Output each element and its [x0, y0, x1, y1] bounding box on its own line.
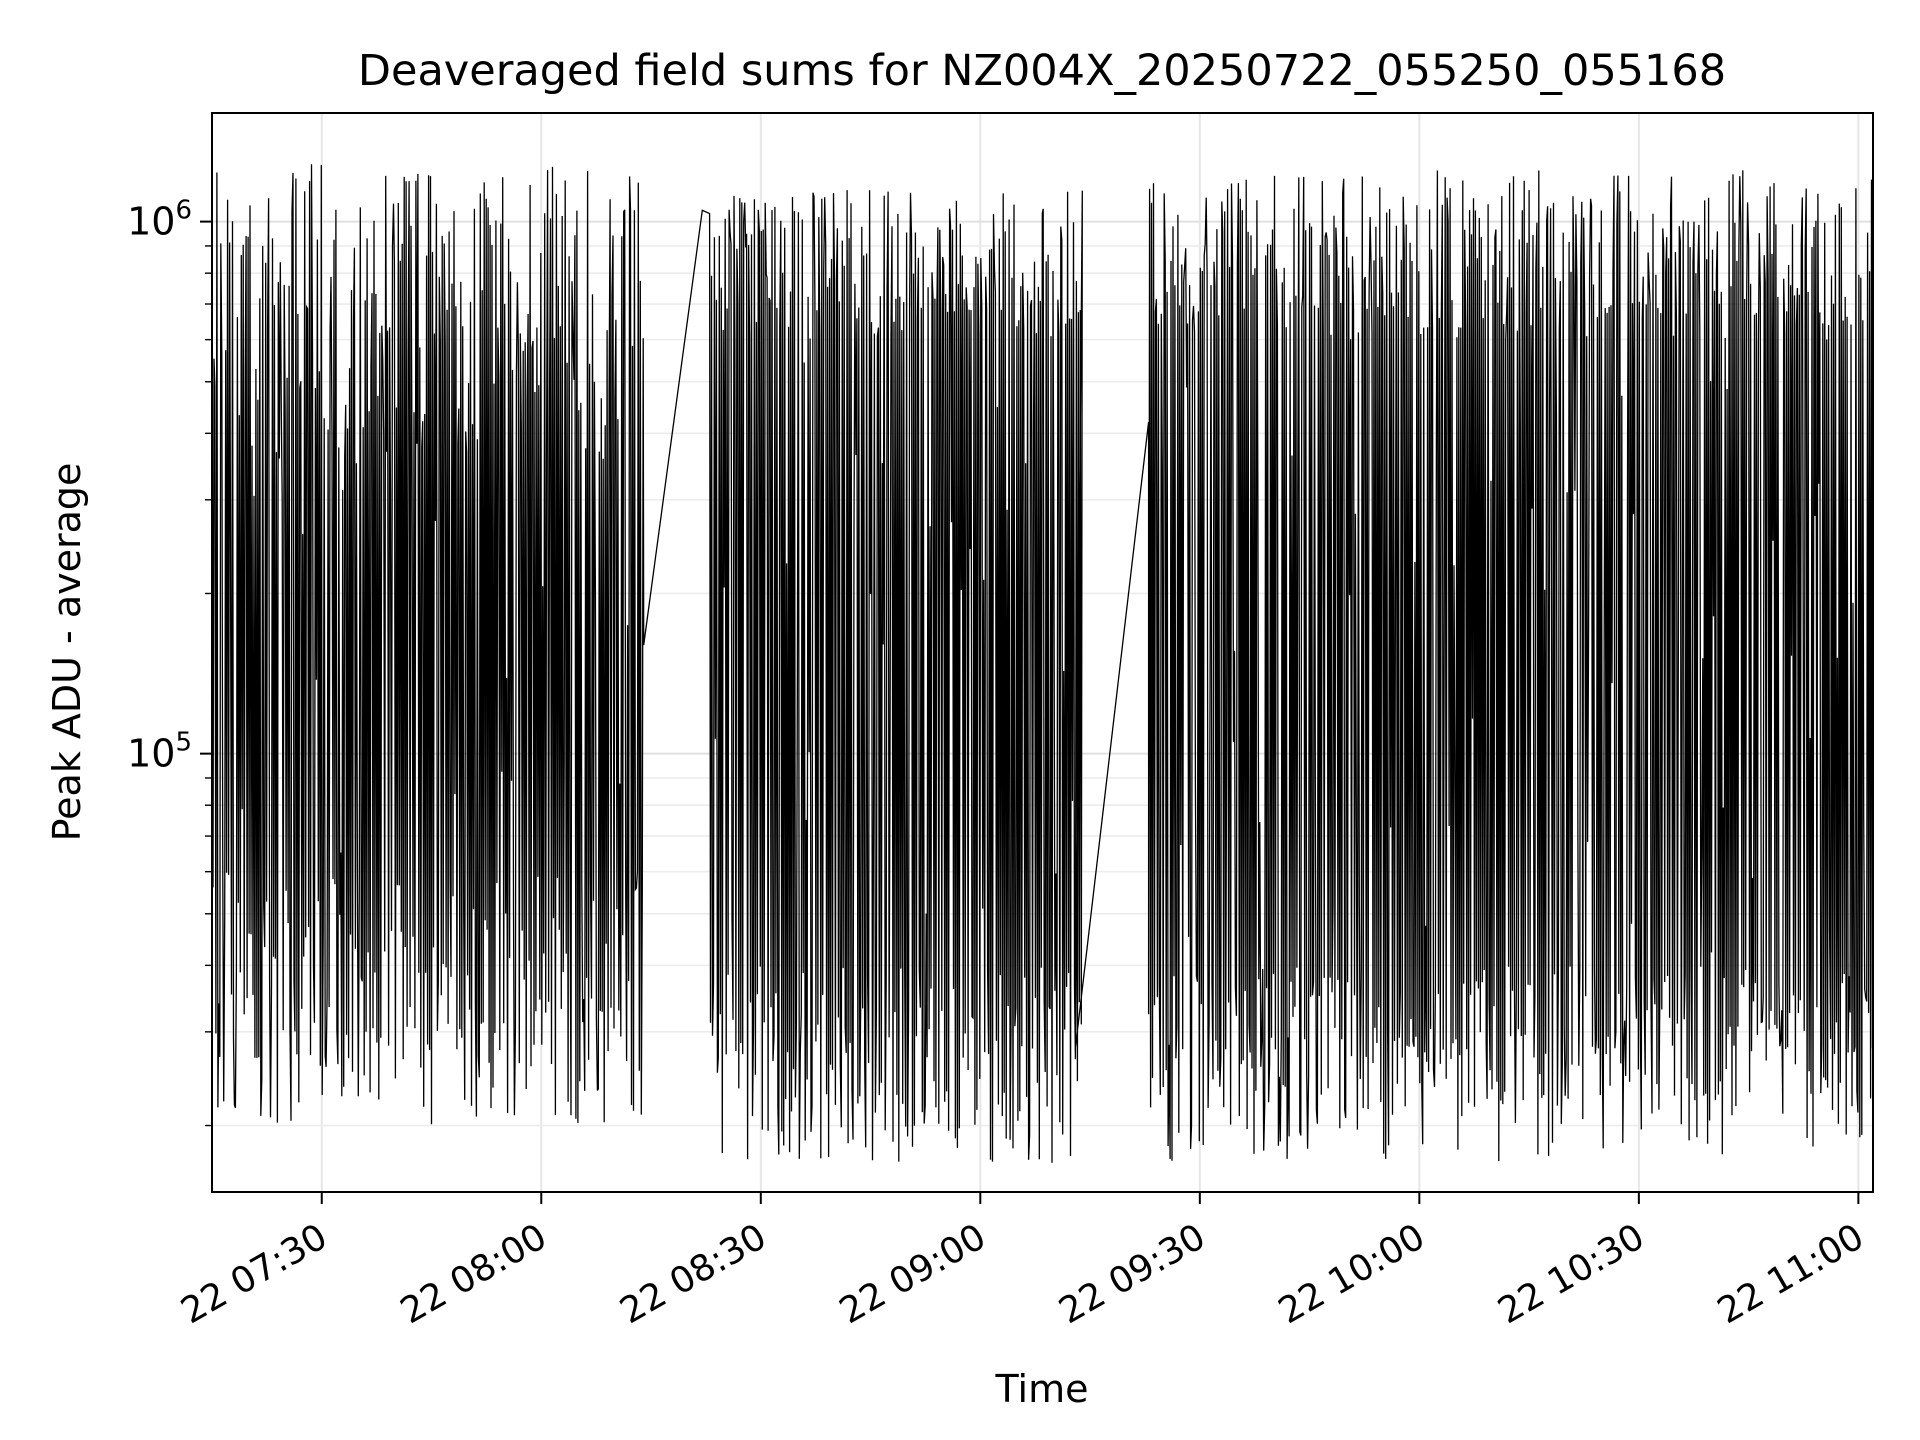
y-axis-label: Peak ADU - average [45, 463, 89, 842]
y-tick-label: 105 [127, 728, 192, 776]
chart-title: Deaveraged field sums for NZ004X_2025072… [358, 46, 1726, 96]
data-series [212, 164, 1873, 1163]
plot-frame [211, 112, 1874, 1193]
series-line [212, 164, 1873, 1163]
y-tick-label: 106 [127, 196, 192, 244]
x-axis-label: Time [995, 1367, 1089, 1411]
